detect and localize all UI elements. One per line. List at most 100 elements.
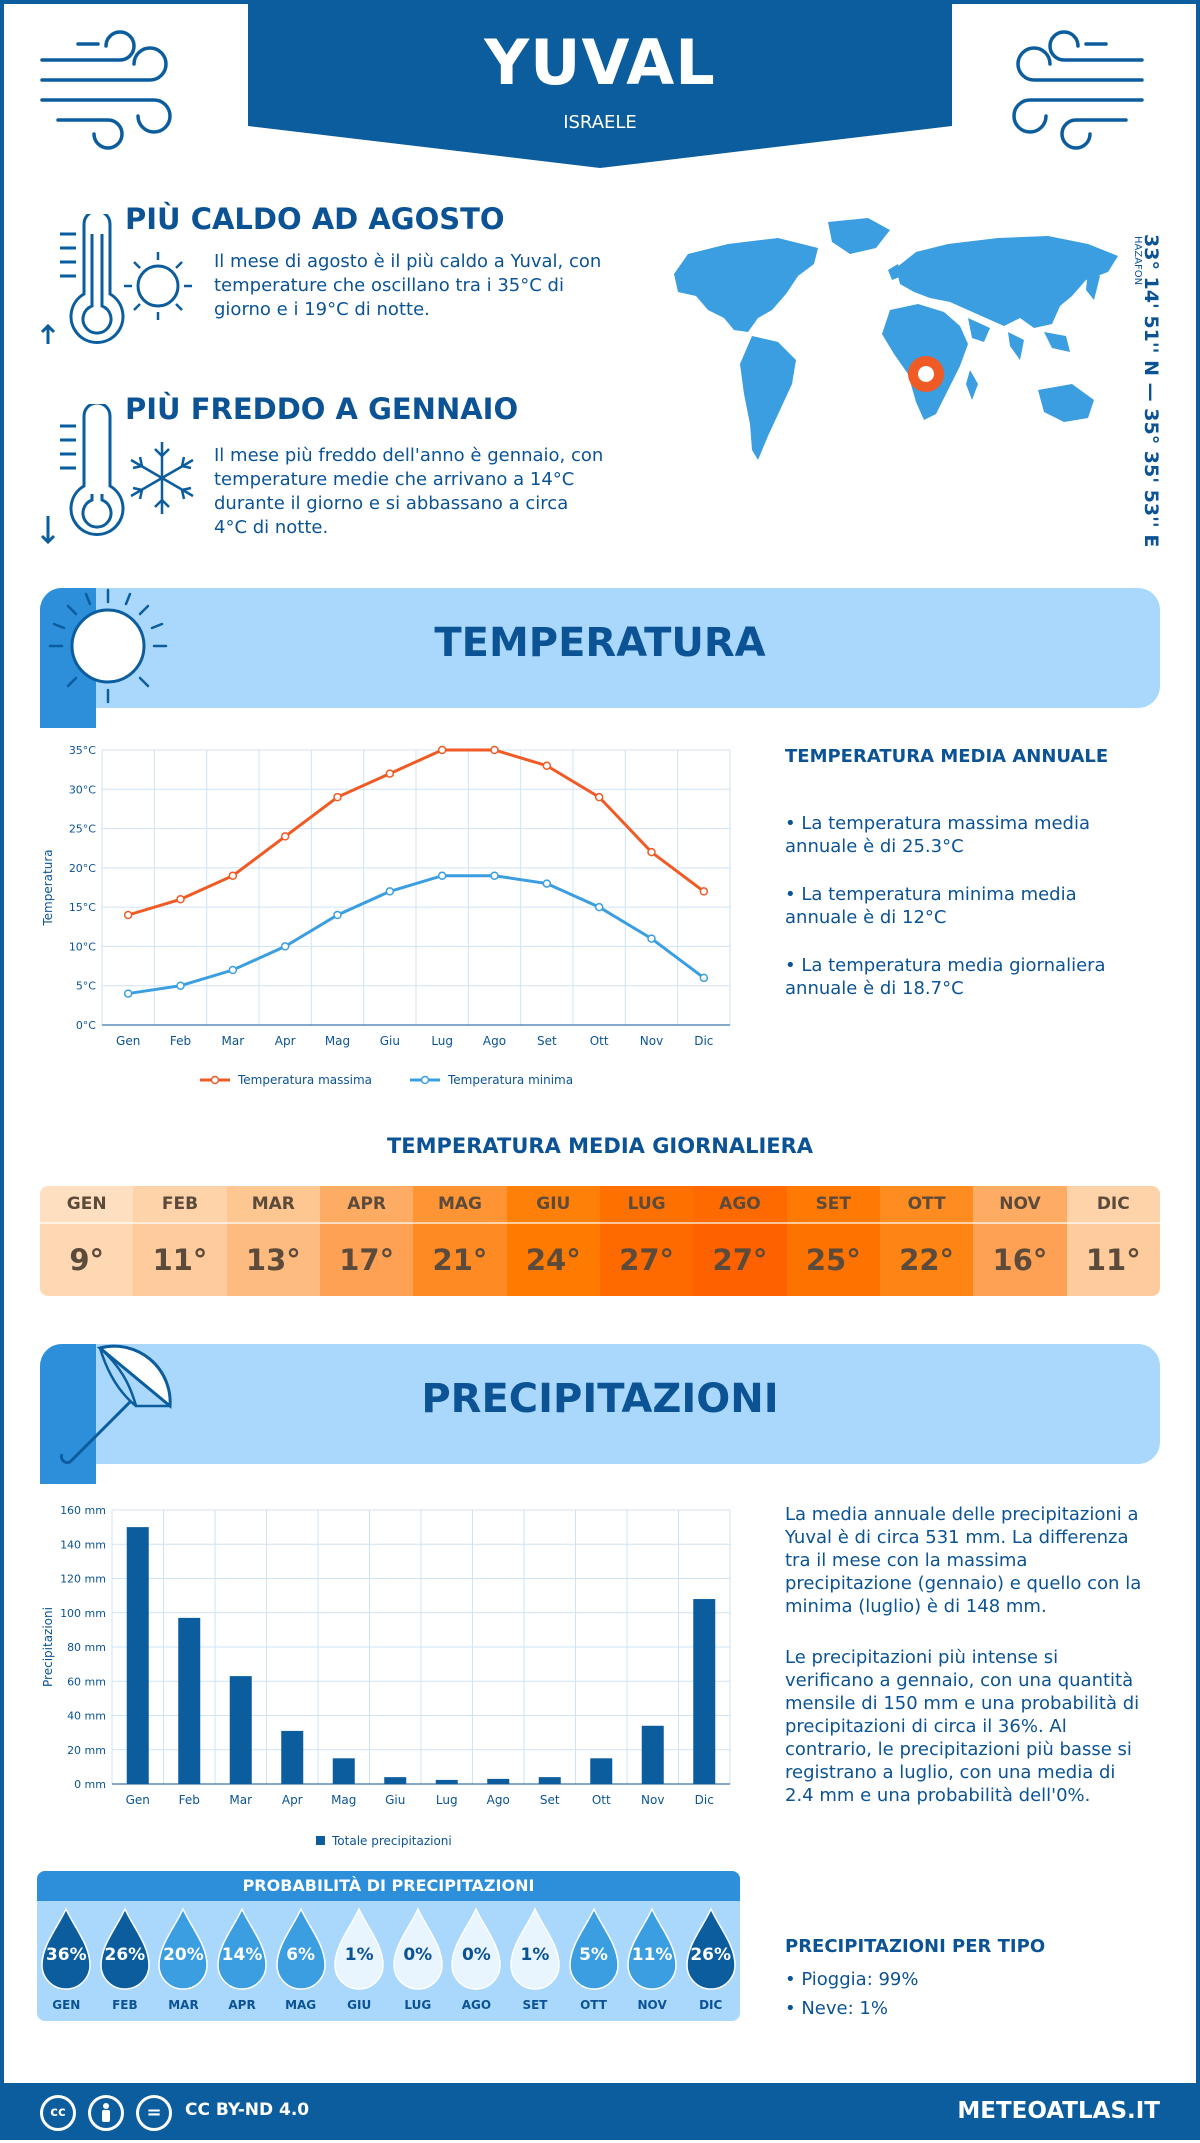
daily-temp-month: AGO xyxy=(693,1186,787,1224)
data-point xyxy=(490,745,499,755)
y-tick-label: 60 mm xyxy=(67,1675,106,1688)
hottest-title: PIÙ CALDO AD AGOSTO xyxy=(125,202,505,236)
x-tick-label: Nov xyxy=(640,1034,663,1048)
y-tick-label: 20°C xyxy=(69,862,96,875)
y-tick-label: 5°C xyxy=(76,980,96,993)
probability-value: 1% xyxy=(344,1945,374,1965)
raindrop-shape xyxy=(217,1907,267,1990)
x-tick-label: Ott xyxy=(590,1034,609,1048)
data-point xyxy=(699,973,709,983)
data-point xyxy=(333,910,342,920)
daily-temp-value: 25° xyxy=(786,1224,880,1296)
thermometer-hot-icon xyxy=(40,214,192,344)
data-point xyxy=(385,769,395,778)
raindrop-icon xyxy=(41,1907,92,1990)
x-tick-label: Mag xyxy=(331,1793,356,1807)
daily-temp-cell: FEB 11° xyxy=(133,1186,227,1296)
probability-value: 26% xyxy=(104,1945,146,1965)
raindrop-shape xyxy=(100,1907,150,1990)
precip-bar xyxy=(178,1617,201,1784)
raindrop-shape xyxy=(158,1907,209,1990)
daily-temp-value: 27° xyxy=(599,1224,694,1296)
y-tick-label: 140 mm xyxy=(60,1538,106,1551)
annual-temp-title: TEMPERATURA MEDIA ANNUALE xyxy=(785,746,1109,767)
probability-month: NOV xyxy=(637,1998,667,2012)
temperature-section-header: TEMPERATURA xyxy=(40,588,1160,728)
country-label: ISRAELE xyxy=(563,112,637,133)
x-tick-label: Feb xyxy=(179,1793,200,1807)
y-tick-label: 120 mm xyxy=(60,1573,106,1586)
hottest-text: Il mese di agosto è il più caldo a Yuval… xyxy=(214,251,602,320)
precip-bar xyxy=(384,1777,407,1784)
coldest-text: Il mese più freddo dell'anno è gennaio, … xyxy=(214,445,604,538)
data-point xyxy=(280,832,290,841)
license-label[interactable]: CC BY-ND 4.0 xyxy=(185,2100,310,2120)
series-line-0 xyxy=(127,748,705,917)
raindrop-icon xyxy=(100,1907,150,1990)
probability-drop: 14% APR xyxy=(214,1905,270,2012)
data-point xyxy=(123,989,133,998)
annual-temp-bullet-min: • La temperatura minima media annuale è … xyxy=(785,884,1077,928)
raindrop-icon xyxy=(217,1907,267,1990)
raindrop-icon xyxy=(393,1907,443,1990)
precip-bar xyxy=(487,1778,510,1784)
legend-swatch xyxy=(316,1836,325,1845)
precip-bar xyxy=(590,1758,613,1784)
legend-label: Temperatura minima xyxy=(447,1073,573,1087)
probability-value: 6% xyxy=(286,1945,316,1965)
wind-icon xyxy=(40,30,172,150)
data-point xyxy=(176,981,185,990)
probability-value: 26% xyxy=(690,1945,732,1965)
daily-temp-value: 17° xyxy=(319,1224,414,1296)
daily-temp-value: 24° xyxy=(506,1224,600,1296)
daily-temp-title: TEMPERATURA MEDIA GIORNALIERA xyxy=(386,1134,814,1158)
raindrop-icon xyxy=(451,1907,502,1990)
daily-temp-cell: APR 17° xyxy=(319,1186,414,1296)
brand-link[interactable]: METEOATLAS.IT xyxy=(957,2098,1160,2124)
data-point xyxy=(228,965,238,975)
probability-drop: 0% AGO xyxy=(448,1905,504,2012)
y-tick-label: 0 mm xyxy=(74,1778,106,1791)
probability-month: MAG xyxy=(285,1998,317,2012)
precip-type-snow: • Neve: 1% xyxy=(785,1998,888,2019)
data-point xyxy=(437,871,447,880)
y-tick-label: 15°C xyxy=(69,901,96,914)
precip-bar xyxy=(126,1527,149,1784)
y-tick-label: 0°C xyxy=(76,1019,96,1032)
raindrop-shape xyxy=(685,1907,736,1990)
data-point xyxy=(594,792,604,802)
raindrop-shape xyxy=(334,1907,384,1990)
probability-value: 11% xyxy=(631,1945,673,1965)
x-tick-label: Ago xyxy=(487,1793,510,1807)
data-point xyxy=(542,879,552,888)
precip-paragraph-2: Le precipitazioni più intense si verific… xyxy=(785,1647,1140,1806)
probability-value: 36% xyxy=(45,1945,87,1965)
legend-marker xyxy=(210,1075,220,1085)
daily-temp-month: MAR xyxy=(226,1186,320,1224)
daily-temp-cell: AGO 27° xyxy=(693,1186,787,1296)
raindrop-icon xyxy=(334,1907,384,1990)
probability-drop: 1% SET xyxy=(507,1905,563,2012)
y-tick-label: 20 mm xyxy=(67,1744,106,1757)
x-tick-label: Giu xyxy=(380,1034,400,1048)
x-tick-label: Gen xyxy=(126,1793,150,1807)
wind-icon-right xyxy=(1012,30,1144,150)
raindrop-icon xyxy=(685,1907,736,1990)
probability-month: APR xyxy=(228,1998,256,2012)
daily-temp-cell: LUG 27° xyxy=(599,1186,694,1296)
daily-temp-value: 13° xyxy=(226,1224,320,1296)
probability-drop: 26% DIC xyxy=(683,1905,739,2012)
raindrop-shape xyxy=(393,1907,443,1990)
x-tick-label: Nov xyxy=(641,1793,664,1807)
world-map xyxy=(674,218,1118,460)
daily-temp-month: APR xyxy=(319,1186,414,1224)
precip-bar xyxy=(538,1777,561,1784)
y-axis-label: Precipitazioni xyxy=(41,1607,55,1687)
header-banner xyxy=(248,0,952,168)
daily-temp-value: 9° xyxy=(40,1224,134,1296)
coordinates: 33° 14' 51'' N — 35° 35' 53'' E xyxy=(1140,234,1162,548)
y-tick-label: 35°C xyxy=(69,744,96,757)
x-tick-label: Apr xyxy=(275,1034,296,1048)
y-tick-label: 40 mm xyxy=(67,1710,106,1723)
x-tick-label: Mar xyxy=(229,1793,252,1807)
